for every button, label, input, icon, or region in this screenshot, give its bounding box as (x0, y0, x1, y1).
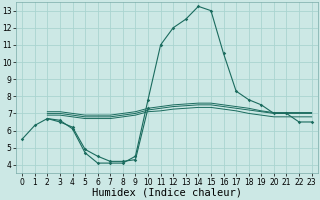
X-axis label: Humidex (Indice chaleur): Humidex (Indice chaleur) (92, 188, 242, 198)
